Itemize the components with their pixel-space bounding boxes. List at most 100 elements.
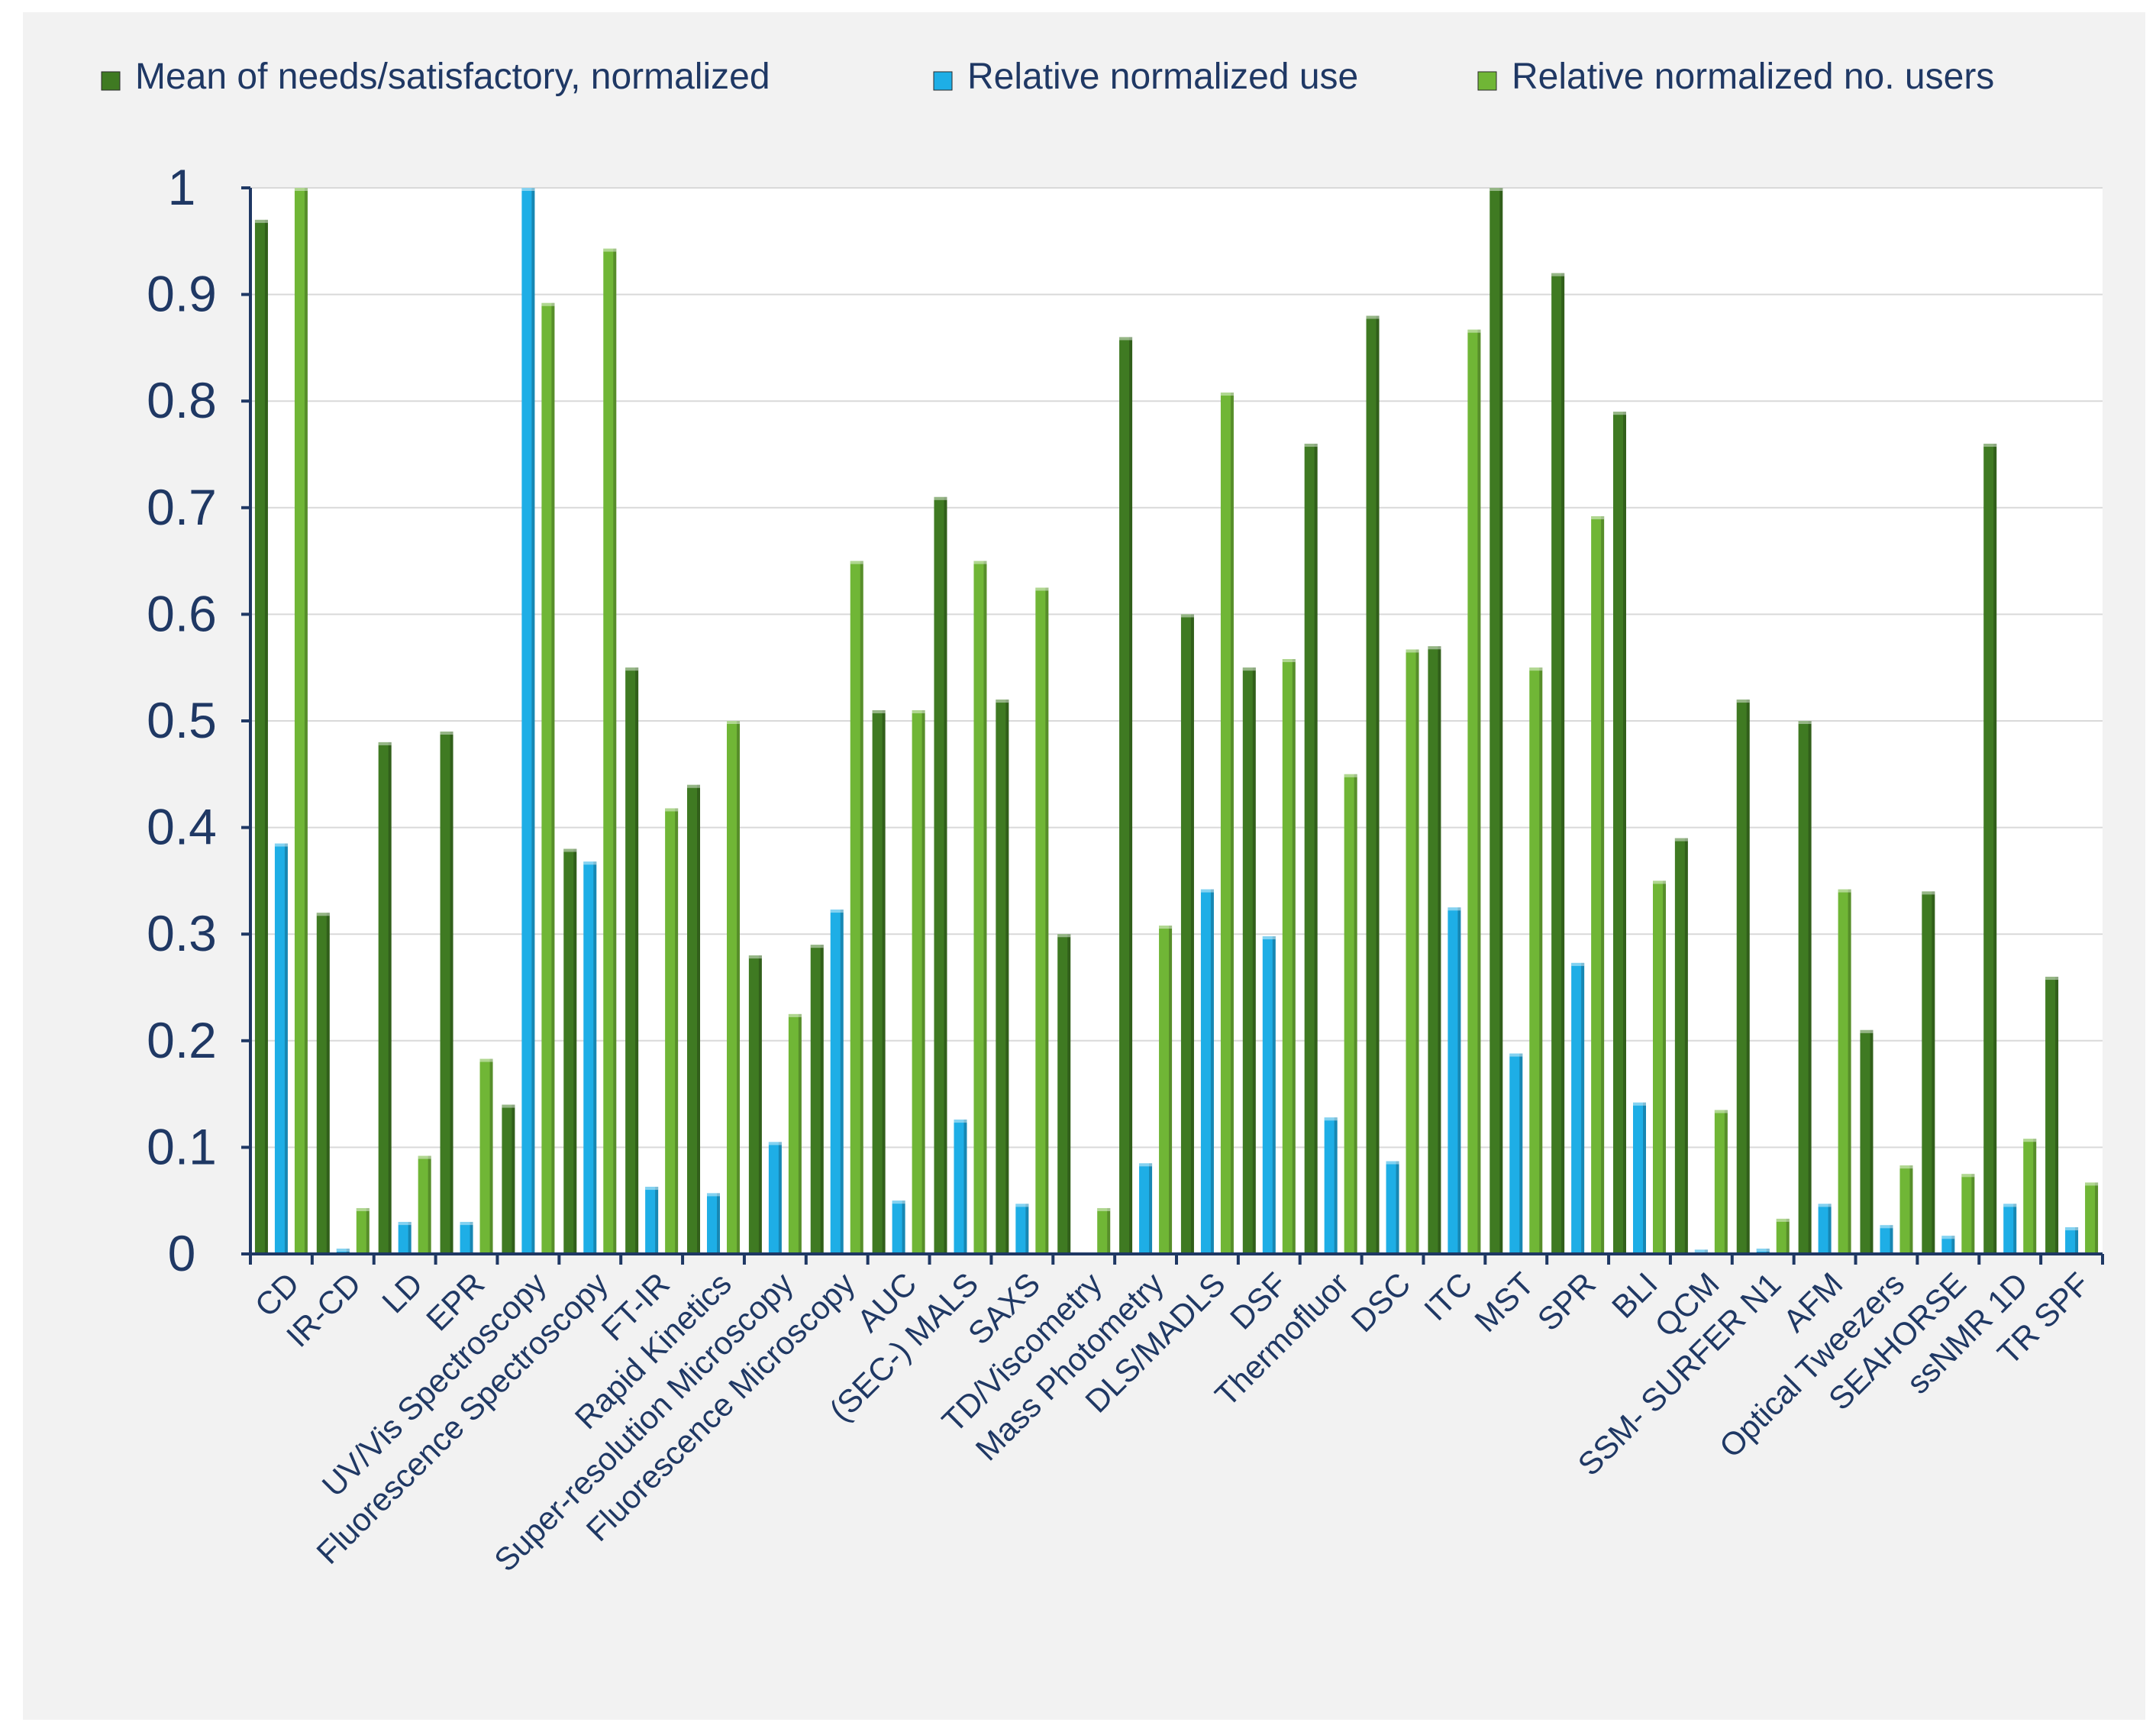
bar-body: [356, 1207, 370, 1254]
bar-bli-series-3: [1653, 881, 1666, 1254]
bar-shade: [388, 742, 392, 1254]
bar-shade: [531, 188, 535, 1254]
bar-saxs-series-2: [1015, 1204, 1029, 1254]
bar-dsf-series-1: [1242, 667, 1256, 1254]
bar-top: [1366, 315, 1380, 319]
bar-dsf-series-3: [1282, 659, 1296, 1254]
bar-spr-series-1: [1551, 273, 1565, 1255]
bar-body: [1941, 1236, 1955, 1254]
bar-sec-mals-series-2: [954, 1120, 967, 1254]
bar-shade: [697, 784, 700, 1254]
bar-body: [1983, 444, 1997, 1254]
bar-body: [2085, 1182, 2099, 1254]
bar-shade: [573, 848, 577, 1254]
bar-shade: [1724, 1110, 1728, 1254]
bar-top: [1653, 881, 1666, 884]
bar-rapid-kinetics-series-2: [707, 1193, 720, 1254]
bar-shade: [1890, 1225, 1893, 1254]
bar-top: [1776, 1218, 1790, 1222]
bar-dsf-series-2: [1262, 935, 1276, 1254]
bar-top: [1571, 962, 1585, 966]
bar-fluorescence-microscopy-series-3: [850, 561, 863, 1254]
bar-body: [810, 945, 824, 1254]
bar-body: [1714, 1110, 1728, 1254]
bar-top: [1428, 646, 1441, 650]
bar-top: [788, 1013, 802, 1017]
bar-shade: [593, 861, 597, 1254]
bar-top: [418, 1155, 431, 1159]
bar-body: [1366, 315, 1380, 1254]
bar-body: [1838, 889, 1851, 1254]
bar-uv-vis-spectroscopy-series-1: [502, 1104, 515, 1254]
bar-top: [1551, 273, 1565, 276]
bar-top: [1220, 393, 1234, 396]
bar-top: [1838, 889, 1851, 893]
bar-dls-madls-series-1: [1180, 614, 1194, 1254]
bar-shade: [675, 808, 679, 1254]
bar-body: [2003, 1204, 2017, 1254]
bar-top: [830, 910, 844, 913]
bar-body: [1674, 838, 1688, 1254]
bar-epr-series-1: [440, 731, 453, 1254]
bar-top: [768, 1142, 782, 1146]
bar-body: [830, 910, 844, 1254]
bar-body: [1571, 962, 1585, 1254]
bar-body: [460, 1222, 473, 1254]
bar-body: [788, 1013, 802, 1254]
y-tick-label: 0.1: [147, 1118, 217, 1175]
bar-body: [1922, 891, 1935, 1254]
bar-super-resolution-microscopy-series-2: [768, 1142, 782, 1254]
bar-top: [1015, 1204, 1029, 1207]
bars: [254, 188, 2099, 1255]
bar-body: [625, 667, 639, 1254]
y-tick-label: 0: [168, 1225, 196, 1281]
bar-body: [1694, 1249, 1708, 1254]
bar-top: [1798, 721, 1812, 724]
bar-top: [1324, 1117, 1338, 1121]
bar-top: [1159, 926, 1173, 929]
bar-top: [336, 1249, 350, 1252]
bar-top: [727, 721, 740, 724]
legend-swatch: [1477, 71, 1497, 91]
bar-shade: [470, 1222, 473, 1254]
bar-shade: [1786, 1218, 1790, 1254]
bar-top: [2023, 1139, 2037, 1142]
bar-shade: [1848, 889, 1851, 1254]
y-tick-label: 0.4: [147, 799, 217, 855]
bar-uv-vis-spectroscopy-series-3: [541, 302, 555, 1254]
bar-top: [440, 731, 453, 735]
bar-top: [2065, 1227, 2079, 1231]
bar-qcm-series-1: [1674, 838, 1688, 1254]
bar-top: [1490, 188, 1503, 191]
bar-body: [1057, 934, 1071, 1254]
bar-tr-spf-series-3: [2085, 1182, 2099, 1254]
bar-top: [1674, 838, 1688, 842]
bar-rapid-kinetics-series-1: [687, 784, 700, 1254]
bar-mass-photometry-series-2: [1139, 1163, 1153, 1254]
bar-top: [1262, 935, 1276, 939]
bar-top: [1961, 1174, 1975, 1178]
bar-top: [1756, 1249, 1770, 1252]
bar-top: [1386, 1161, 1399, 1165]
bar-body: [768, 1142, 782, 1254]
bar-shade: [346, 1249, 350, 1254]
bar-top: [1344, 774, 1357, 777]
bar-ld-series-2: [398, 1222, 412, 1254]
bar-shade: [1477, 329, 1481, 1255]
bar-auc-series-3: [912, 710, 925, 1254]
bar-shade: [882, 710, 886, 1254]
bar-top: [1057, 934, 1071, 938]
bar-body: [398, 1222, 412, 1254]
bar-body: [748, 955, 762, 1254]
bar-spr-series-2: [1571, 962, 1585, 1254]
bar-top: [2085, 1182, 2099, 1186]
bar-super-resolution-microscopy-series-3: [788, 1013, 802, 1254]
bar-body: [2065, 1227, 2079, 1254]
bar-body: [1880, 1225, 1893, 1254]
bar-seahorse-series-3: [1961, 1174, 1975, 1254]
bar-body: [912, 710, 925, 1254]
bar-shade: [737, 721, 740, 1254]
bar-body: [1304, 444, 1318, 1254]
bar-top: [996, 700, 1009, 703]
bar-top: [460, 1222, 473, 1226]
